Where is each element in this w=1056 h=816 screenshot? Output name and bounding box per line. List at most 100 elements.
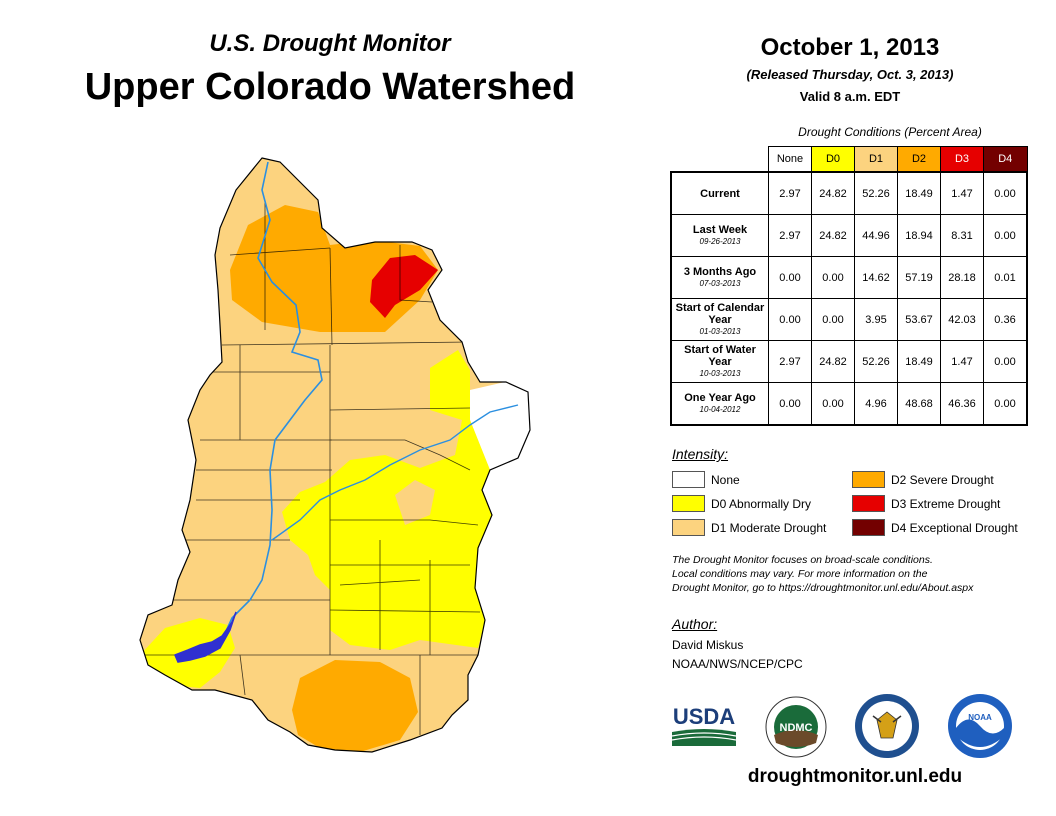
map-date: October 1, 2013 <box>760 34 940 61</box>
row-label-text: Current <box>700 187 740 200</box>
table-cell: 2.97 <box>768 214 812 257</box>
table-cell: 3.95 <box>854 298 898 341</box>
table-cell: 0.00 <box>768 298 812 341</box>
table-cell: 24.82 <box>811 171 855 215</box>
table-cell: 42.03 <box>940 298 984 341</box>
table-cell: 4.96 <box>854 382 898 426</box>
table-cell: 0.00 <box>983 171 1028 215</box>
none-area <box>470 382 530 470</box>
release-date: (Released Thursday, Oct. 3, 2013) <box>746 67 954 82</box>
table-cell: 52.26 <box>854 171 898 215</box>
col-header-d3: D3 <box>940 146 984 173</box>
note-line: The Drought Monitor focuses on broad-sca… <box>672 554 933 566</box>
legend-item-none: None <box>672 471 740 488</box>
valid-time: Valid 8 a.m. EDT <box>799 89 901 104</box>
table-cell: 18.94 <box>897 214 941 257</box>
legend-swatch-d2 <box>852 471 885 488</box>
legend-swatch-d3 <box>852 495 885 512</box>
table-cell: 1.47 <box>940 340 984 383</box>
watershed-map <box>139 157 531 753</box>
row-date: 09-26-2013 <box>699 236 741 246</box>
legend-label: D3 Extreme Drought <box>891 496 1001 511</box>
table-cell: 0.00 <box>983 382 1028 426</box>
note-line: Local conditions may vary. For more info… <box>672 568 928 580</box>
table-cell: 0.00 <box>768 382 812 426</box>
table-cell: 0.00 <box>811 382 855 426</box>
author-title: Author: <box>672 616 718 632</box>
d1-pocket <box>395 480 435 525</box>
website-link[interactable]: droughtmonitor.unl.edu <box>747 766 963 787</box>
usda-logo-text: USDA <box>673 704 735 729</box>
row-label: Last Week 09-26-2013 <box>670 214 769 257</box>
row-label: One Year Ago 10-04-2012 <box>670 382 769 426</box>
table-row: Last Week 09-26-2013 2.97 24.82 44.96 18.… <box>670 214 1028 257</box>
legend-item-d1: D1 Moderate Drought <box>672 519 826 536</box>
table-row: Current 2.97 24.82 52.26 18.49 1.47 0.00 <box>670 171 1028 215</box>
ndmc-logo: NDMC <box>765 696 827 758</box>
legend-swatch-d4 <box>852 519 885 536</box>
table-cell: 46.36 <box>940 382 984 426</box>
usda-logo: USDA <box>671 704 737 746</box>
row-date: 10-03-2013 <box>699 368 741 378</box>
legend-label: D1 Moderate Drought <box>711 520 827 535</box>
legend-swatch-d0 <box>672 495 705 512</box>
table-cell: 52.26 <box>854 340 898 383</box>
table-header-row: None D0 D1 D2 D3 D4 <box>671 146 1028 173</box>
row-label: 3 Months Ago 07-03-2013 <box>670 256 769 299</box>
table-cell: 57.19 <box>897 256 941 299</box>
d3-area <box>370 255 438 318</box>
conditions-caption: Drought Conditions (Percent Area) <box>798 125 982 139</box>
map-title: Upper Colorado Watershed <box>84 66 576 108</box>
table-cell: 28.18 <box>940 256 984 299</box>
row-label-text: Start of Calendar Year <box>675 301 765 326</box>
row-label-text: Last Week <box>692 223 748 236</box>
table-row: One Year Ago 10-04-2012 0.00 0.00 4.96 48… <box>670 382 1028 426</box>
table-cell: 24.82 <box>811 340 855 383</box>
table-cell: 1.47 <box>940 171 984 215</box>
table-cell: 53.67 <box>897 298 941 341</box>
ndmc-logo-text: NDMC <box>780 722 813 734</box>
col-header-none: None <box>768 146 812 173</box>
table-cell: 18.49 <box>897 171 941 215</box>
conditions-table: None D0 D1 D2 D3 D4 Current 2.97 24.82 5… <box>670 146 1028 426</box>
table-cell: 0.00 <box>983 214 1028 257</box>
legend-item-d4: D4 Exceptional Drought <box>852 519 1018 536</box>
row-date: 01-03-2013 <box>699 326 741 336</box>
table-cell: 0.00 <box>811 298 855 341</box>
table-cell: 18.49 <box>897 340 941 383</box>
table-cell: 0.00 <box>983 340 1028 383</box>
legend-swatch-none <box>672 471 705 488</box>
table-cell: 0.00 <box>811 256 855 299</box>
row-label: Start of Calendar Year 01-03-2013 <box>670 298 769 341</box>
legend-label: D2 Severe Drought <box>891 472 994 487</box>
legend-label: D4 Exceptional Drought <box>891 520 1018 535</box>
table-row: 3 Months Ago 07-03-2013 0.00 0.00 14.62 5… <box>670 256 1028 299</box>
disclaimer-note: The Drought Monitor focuses on broad-sca… <box>672 553 1052 595</box>
colorado-river <box>179 161 323 661</box>
legend-swatch-d1 <box>672 519 705 536</box>
row-label-text: Start of Water Year <box>684 343 756 368</box>
table-cell: 44.96 <box>854 214 898 257</box>
author-org: NOAA/NWS/NCEP/CPC <box>672 657 803 671</box>
table-cell: 0.36 <box>983 298 1028 341</box>
commerce-seal <box>855 694 919 758</box>
note-line: Drought Monitor, go to https://droughtmo… <box>672 582 974 594</box>
table-cell: 2.97 <box>768 340 812 383</box>
row-label: Start of Water Year 10-03-2013 <box>670 340 769 383</box>
col-header-d2: D2 <box>897 146 941 173</box>
table-cell: 24.82 <box>811 214 855 257</box>
county-lines <box>145 200 481 735</box>
table-row: Start of Calendar Year 01-03-2013 0.00 0.… <box>670 298 1028 341</box>
d0-area-central <box>282 350 492 650</box>
row-date: 07-03-2013 <box>699 278 741 288</box>
table-cell: 2.97 <box>768 171 812 215</box>
noaa-logo-text: NOAA <box>968 713 992 722</box>
table-cell: 8.31 <box>940 214 984 257</box>
d2-area-south <box>292 660 418 752</box>
row-label-text: One Year Ago <box>684 391 756 404</box>
col-header-d1: D1 <box>854 146 898 173</box>
table-cell: 0.00 <box>768 256 812 299</box>
legend-label: D0 Abnormally Dry <box>711 496 812 511</box>
row-label: Current <box>670 171 769 215</box>
map-subtitle: U.S. Drought Monitor <box>209 30 451 57</box>
